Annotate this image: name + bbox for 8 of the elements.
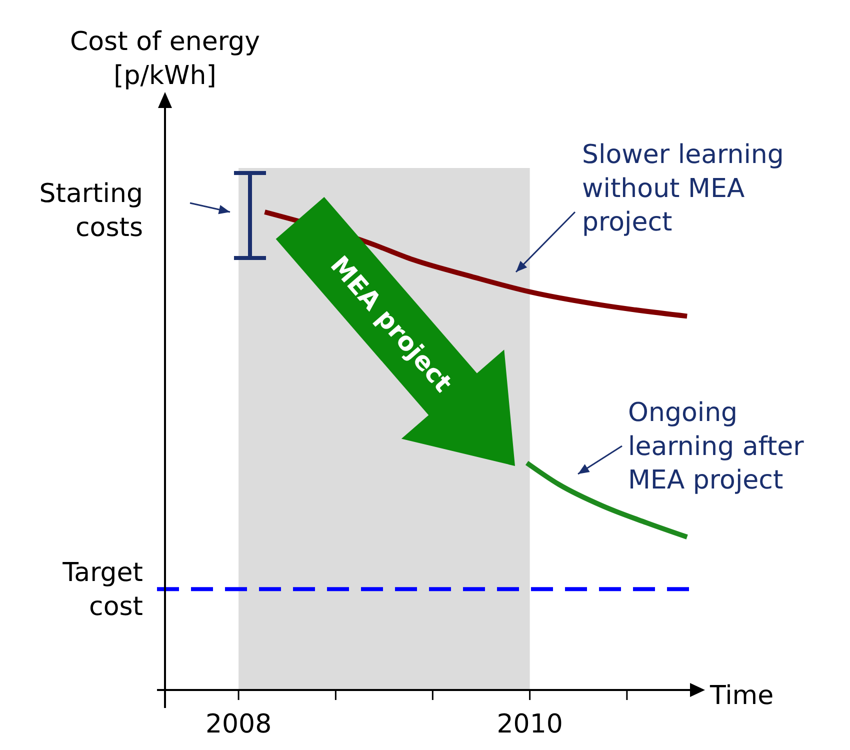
x-tick-label: 2010 <box>496 709 563 740</box>
text: Starting costs <box>39 179 143 243</box>
x-axis-title: Time <box>709 681 774 711</box>
series-label: Ongoing learning after MEA project <box>628 398 804 496</box>
ref-line-label: Target cost <box>62 558 143 622</box>
y-axis-title: Cost of energy [p/kWh] <box>70 27 260 91</box>
x-tick-label: 2008 <box>205 709 272 740</box>
text: Slower learning without MEA project <box>582 140 784 238</box>
